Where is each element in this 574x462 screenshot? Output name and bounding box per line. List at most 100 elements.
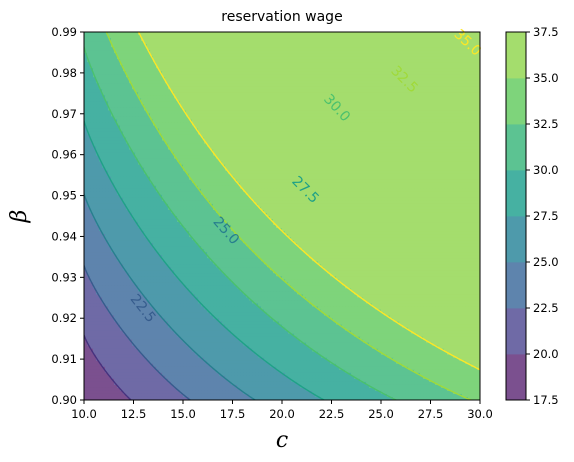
contour-fill-cell (117, 77, 121, 81)
contour-fill-cell (216, 125, 220, 130)
contour-fill-cell (297, 143, 301, 148)
contour-fill-cell (159, 77, 163, 81)
contour-fill-cell (231, 134, 235, 139)
contour-fill-cell (153, 119, 157, 124)
contour-fill-cell (216, 83, 220, 87)
contour-fill-cell (363, 86, 367, 90)
contour-fill-cell (198, 74, 202, 78)
contour-fill-cell (93, 140, 97, 145)
contour-fill-cell (177, 71, 181, 75)
contour-fill-cell (195, 107, 199, 112)
contour-fill-cell (186, 53, 190, 57)
contour-fill-cell (294, 122, 298, 127)
contour-fill-cell (444, 44, 448, 48)
contour-fill-cell (171, 122, 175, 127)
contour-fill-cell (363, 140, 367, 145)
contour-fill-cell (108, 56, 112, 60)
contour-fill-cell (444, 53, 448, 57)
contour-fill-cell (156, 131, 160, 136)
contour-fill-cell (246, 95, 250, 99)
contour-fill-cell (396, 44, 400, 48)
contour-fill-cell (291, 77, 295, 81)
contour-fill-cell (399, 125, 403, 130)
contour-fill-cell (459, 44, 463, 48)
contour-fill-cell (327, 89, 331, 93)
contour-fill-cell (351, 47, 355, 51)
contour-fill-cell (156, 134, 160, 139)
contour-fill-cell (321, 74, 325, 78)
contour-fill-cell (231, 86, 235, 90)
contour-fill-cell (312, 59, 316, 63)
contour-fill-cell (441, 137, 445, 142)
contour-fill-cell (363, 107, 367, 112)
contour-fill-cell (324, 107, 328, 112)
contour-fill-cell (237, 122, 241, 127)
contour-fill-cell (474, 101, 478, 105)
contour-fill-cell (465, 44, 469, 48)
contour-fill-cell (183, 104, 187, 109)
contour-fill-cell (477, 92, 480, 96)
contour-fill-cell (273, 38, 277, 42)
contour-fill-cell (387, 110, 391, 115)
contour-fill-cell (279, 134, 283, 139)
contour-fill-cell (408, 38, 412, 42)
contour-fill-cell (249, 104, 253, 109)
contour-fill-cell (246, 35, 250, 39)
contour-fill-cell (351, 53, 355, 57)
contour-fill-cell (285, 59, 289, 63)
contour-fill-cell (234, 131, 238, 136)
contour-fill-cell (429, 80, 433, 84)
contour-fill-cell (243, 86, 247, 90)
contour-fill-cell (174, 86, 178, 90)
contour-fill-cell (198, 140, 202, 145)
contour-fill-cell (438, 140, 442, 145)
contour-fill-cell (315, 50, 319, 54)
contour-fill-cell (174, 35, 178, 39)
contour-fill-cell (159, 53, 163, 57)
contour-fill-cell (426, 47, 430, 51)
contour-fill-cell (180, 56, 184, 60)
contour-fill-cell (366, 77, 370, 81)
contour-fill-cell (207, 38, 211, 42)
contour-fill-cell (438, 41, 442, 45)
contour-fill-cell (234, 74, 238, 78)
contour-fill-cell (309, 56, 313, 60)
contour-fill-cell (336, 128, 340, 133)
contour-fill-cell (270, 65, 274, 69)
contour-fill-cell (354, 59, 358, 63)
contour-fill-cell (402, 71, 406, 75)
contour-fill-cell (225, 134, 229, 139)
contour-fill-cell (399, 32, 403, 36)
contour-fill-cell (111, 89, 115, 93)
contour-fill-cell (213, 140, 217, 145)
contour-fill-cell (453, 101, 457, 105)
contour-fill-cell (354, 65, 358, 69)
contour-fill-cell (108, 86, 112, 90)
contour-fill-cell (204, 101, 208, 105)
contour-fill-cell (204, 107, 208, 112)
contour-fill-cell (168, 119, 172, 124)
contour-fill-cell (426, 89, 430, 93)
contour-fill-cell (450, 95, 454, 99)
contour-fill-cell (258, 95, 262, 99)
contour-fill-cell (366, 119, 370, 124)
contour-fill-cell (420, 80, 424, 84)
contour-fill-cell (105, 62, 109, 66)
contour-fill-cell (330, 98, 334, 102)
contour-fill-cell (369, 50, 373, 54)
contour-fill-cell (447, 131, 451, 136)
contour-fill-cell (399, 35, 403, 39)
contour-fill-cell (360, 74, 364, 78)
contour-fill-cell (171, 62, 175, 66)
contour-fill-cell (420, 95, 424, 99)
contour-fill-cell (135, 107, 139, 112)
contour-fill-cell (300, 98, 304, 102)
contour-fill-cell (327, 119, 331, 124)
contour-fill-cell (300, 143, 304, 148)
contour-fill-cell (222, 137, 226, 142)
contour-fill-cell (183, 68, 187, 72)
contour-fill-cell (177, 95, 181, 99)
contour-fill-cell (441, 80, 445, 84)
contour-fill-cell (180, 62, 184, 66)
contour-fill-cell (447, 140, 451, 145)
